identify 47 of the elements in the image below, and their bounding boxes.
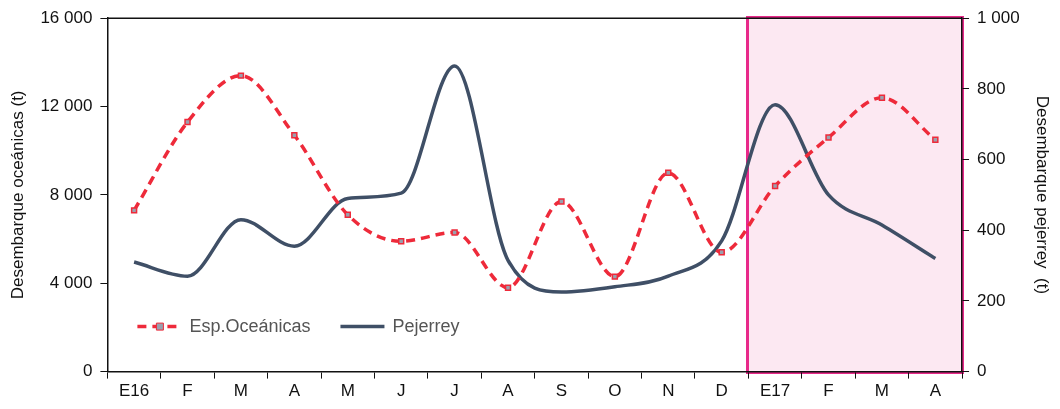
x-tick-label: O (608, 381, 622, 401)
point (184, 118, 191, 126)
x-tick-label: A (929, 381, 942, 401)
x-tick-label: D (715, 381, 728, 401)
point (504, 284, 512, 291)
y2-tick-label: 0 (977, 361, 987, 381)
x-tick-label: F (823, 381, 834, 401)
x-tick-label: J (396, 381, 406, 401)
x-tick-label: A (502, 381, 515, 401)
point (665, 169, 672, 177)
y2-tick-label: 400 (977, 219, 1006, 239)
x-tick-label: F (182, 381, 193, 401)
point (558, 198, 565, 205)
y2-axis-title: Desembarque pejerrey (t) (1033, 95, 1053, 295)
x-tick-label: A (288, 381, 301, 401)
y-axis-title: Desembarque oceánicas (t) (7, 90, 27, 300)
y-tick-label: 0 (82, 361, 93, 381)
legend-label: Esp.Oceánicas (189, 315, 311, 336)
x-tick-label: J (450, 381, 459, 401)
x-tick-label: E17 (759, 381, 791, 401)
point (878, 94, 886, 101)
y-tick-label: 8 000 (49, 184, 93, 204)
point (237, 72, 245, 79)
y2-tick-label: 1 000 (977, 7, 1020, 27)
point (397, 238, 405, 245)
point (825, 134, 832, 141)
x-tick-label: M (340, 381, 355, 401)
y2-tick-label: 800 (977, 78, 1006, 98)
point (611, 273, 619, 280)
x-tick-label: E16 (118, 381, 150, 401)
point (718, 249, 725, 256)
legend-label: Pejerrey (392, 315, 460, 336)
point (344, 211, 351, 218)
x-tick-label: M (233, 381, 249, 401)
point (451, 229, 458, 236)
y2-tick-label: 600 (977, 149, 1006, 169)
point (771, 182, 779, 190)
y-tick-label: 4 000 (49, 272, 93, 292)
point (130, 207, 138, 214)
point (291, 132, 298, 139)
y-tick-label: 16 000 (40, 7, 93, 27)
y-tick-label: 12 000 (40, 96, 93, 116)
point (932, 136, 939, 143)
y2-tick-label: 200 (977, 290, 1006, 310)
x-tick-label: N (662, 381, 675, 401)
x-tick-label: M (874, 381, 890, 401)
x-tick-label: S (555, 381, 568, 401)
